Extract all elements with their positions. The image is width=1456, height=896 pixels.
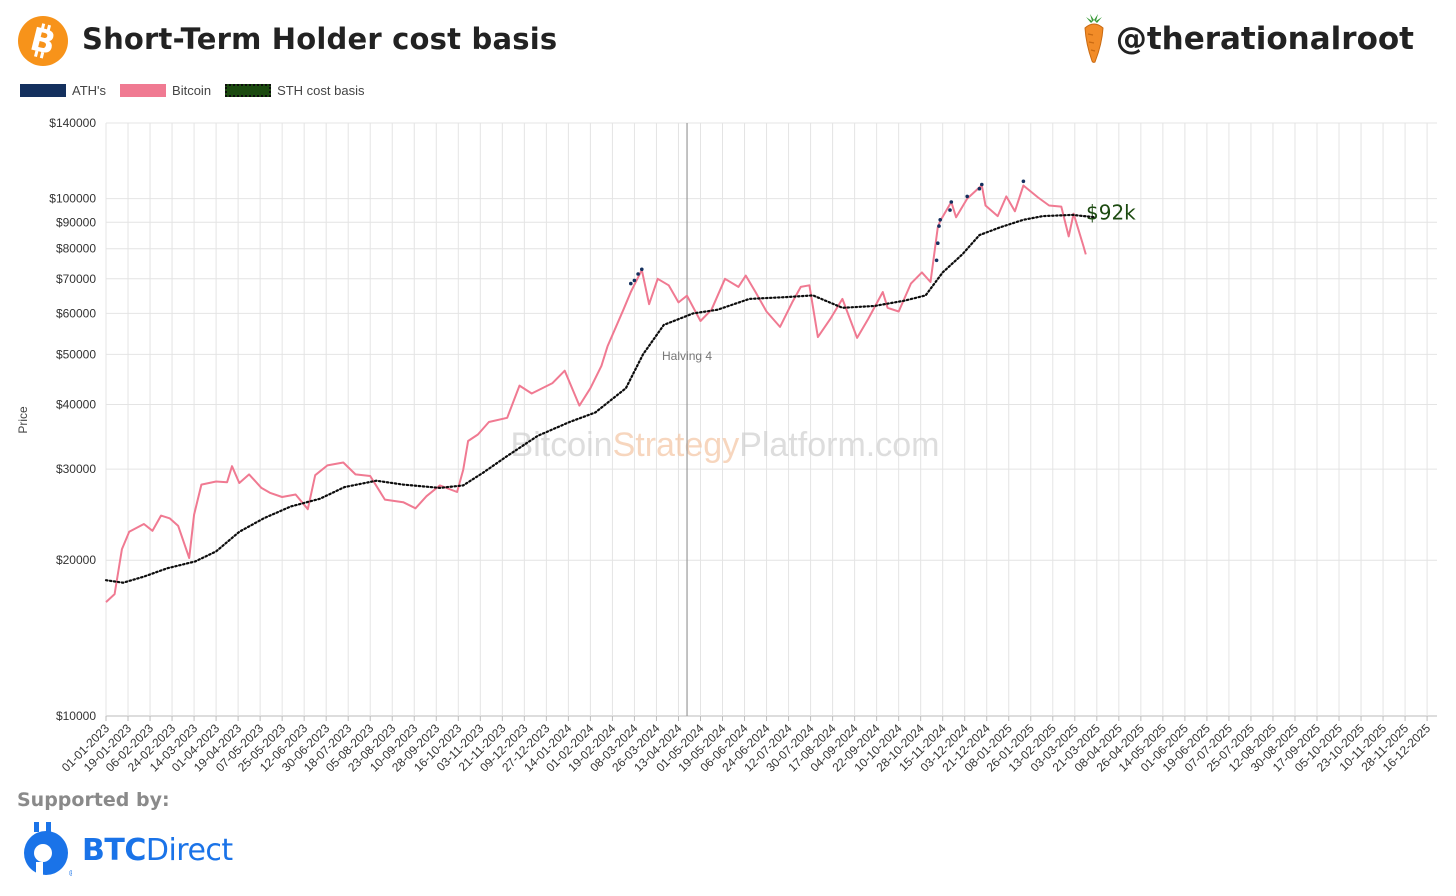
sponsor-name: BTCDirect xyxy=(82,833,233,868)
chart-header: B Short-Term Holder cost basis @theratio… xyxy=(0,0,1456,80)
ath-point xyxy=(948,208,952,212)
ath-point xyxy=(980,182,984,187)
sponsor-name-bold: BTC xyxy=(82,832,146,868)
ath-point xyxy=(636,272,640,276)
y-tick-label: $70000 xyxy=(56,272,96,286)
carrot-icon xyxy=(1084,14,1104,63)
sth-value-label: $92k xyxy=(1086,200,1136,224)
chart-annotations: Halving 4 $92k xyxy=(662,123,1136,716)
legend-label-aths: ATH's xyxy=(72,82,107,98)
ath-point xyxy=(629,281,633,286)
ath-point xyxy=(965,194,969,199)
legend-swatch-sth xyxy=(225,83,272,97)
legend-item-aths[interactable]: ATH's xyxy=(20,83,106,98)
y-axis-title: Price xyxy=(16,406,30,434)
legend-label-sth: STH cost basis xyxy=(277,82,365,98)
y-tick-label: $10000 xyxy=(56,709,96,723)
ath-point xyxy=(632,278,637,283)
handle-text: @therationalroot xyxy=(1115,21,1414,57)
chart-series xyxy=(104,179,1097,603)
halving-label: Halving 4 xyxy=(662,349,712,363)
ath-point xyxy=(640,267,644,272)
y-tick-label: $140000 xyxy=(49,116,96,130)
ath-point xyxy=(937,224,941,228)
legend-swatch-aths xyxy=(20,83,66,97)
sth-cost-basis-line xyxy=(104,213,1097,584)
y-axis: $10000 $20000 $30000 $40000 $50000 $60000 $700… xyxy=(16,116,96,723)
watermark-part-3: Platform.com xyxy=(739,426,939,464)
y-tick-label: $80000 xyxy=(56,242,96,256)
svg-text:®: ® xyxy=(68,869,72,878)
ath-point xyxy=(936,241,940,245)
chart-legend: ATH's Bitcoin STH cost basis xyxy=(20,82,378,98)
watermark: BitcoinStrategyPlatform.com xyxy=(511,426,940,464)
ath-point xyxy=(934,258,939,263)
ath-point xyxy=(938,218,942,222)
bitcoin-logo-icon: B xyxy=(18,16,68,66)
ath-point xyxy=(977,186,982,191)
ath-point xyxy=(1021,179,1026,184)
x-axis: 01-01-202319-01-202306-02-202324-02-2023… xyxy=(59,716,1433,775)
watermark-part-2: Strategy xyxy=(613,426,740,464)
y-tick-label: $20000 xyxy=(56,553,96,567)
y-tick-label: $50000 xyxy=(56,347,96,361)
y-tick-label: $60000 xyxy=(56,306,96,320)
ath-point xyxy=(949,200,954,204)
legend-swatch-bitcoin xyxy=(120,83,167,97)
legend-item-bitcoin[interactable]: Bitcoin xyxy=(120,83,211,98)
watermark-text: BitcoinStrategyPlatform.com xyxy=(511,426,940,464)
author-handle: @therationalroot xyxy=(1080,14,1414,64)
sponsor-name-rest: Direct xyxy=(145,832,233,868)
bitcoin-price-line xyxy=(105,184,1087,603)
legend-item-sth[interactable]: STH cost basis xyxy=(225,83,364,98)
chart-grid xyxy=(105,122,1437,717)
y-tick-label: $100000 xyxy=(49,192,96,206)
legend-label-bitcoin: Bitcoin xyxy=(172,82,212,98)
y-tick-label: $90000 xyxy=(56,215,96,229)
sponsor-link[interactable]: ® BTCDirect xyxy=(22,822,233,878)
chart-title: Short-Term Holder cost basis xyxy=(82,22,558,56)
btcdirect-logo-icon: ® xyxy=(24,822,72,878)
price-chart: BitcoinStrategyPlatform.com $10000 $20000… xyxy=(16,116,1437,775)
y-tick-label: $30000 xyxy=(56,462,96,476)
y-tick-label: $40000 xyxy=(56,397,96,411)
supported-by-label: Supported by: xyxy=(17,789,170,811)
watermark-part-1: Bitcoin xyxy=(511,426,613,464)
